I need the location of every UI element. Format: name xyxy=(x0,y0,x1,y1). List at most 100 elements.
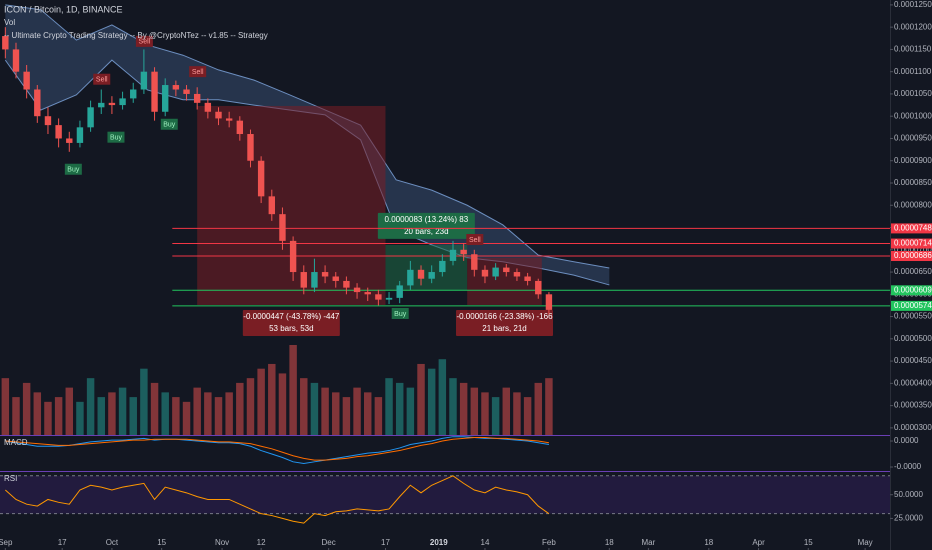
candle-body xyxy=(492,267,499,277)
x-tick-label: 12 xyxy=(257,538,266,547)
macd-line xyxy=(5,436,550,465)
volume-bar xyxy=(12,397,20,435)
rsi-tick-label: 25.0000 xyxy=(894,514,923,523)
x-tick-label: Nov xyxy=(215,538,229,547)
candle-body xyxy=(34,89,41,117)
range-area xyxy=(467,257,542,305)
candle-body xyxy=(2,36,9,50)
chart-title: ICON / Bitcoin, 1D, BINANCE xyxy=(4,4,123,14)
y-tick-label: 0.0000550 xyxy=(894,312,932,321)
range-area xyxy=(197,105,386,305)
x-tick-label: 15 xyxy=(157,538,166,547)
price-line-tag xyxy=(891,285,932,296)
candle-body xyxy=(289,240,297,273)
candle-body xyxy=(460,249,467,255)
x-tick-label: Apr xyxy=(752,538,765,547)
macd-tick-label: -0.0000 xyxy=(894,462,922,471)
candle-body xyxy=(98,102,105,108)
volume-bar xyxy=(523,397,532,435)
volume-bar xyxy=(172,397,180,435)
rsi-band-fill xyxy=(0,475,890,514)
volume-bar xyxy=(534,382,542,435)
candle-body xyxy=(193,93,201,103)
volume-bar xyxy=(278,373,287,435)
volume-label: Vol xyxy=(4,18,15,27)
volume-bar xyxy=(33,392,42,435)
signal-label: Buy xyxy=(394,311,407,318)
range-label: 21 bars, 21d xyxy=(482,324,526,333)
range-label: 53 bars, 53d xyxy=(269,324,313,333)
candle-body xyxy=(44,116,52,126)
y-tick-label: 0.0001000 xyxy=(894,111,932,120)
volume-bar xyxy=(150,382,159,435)
candle-body xyxy=(353,287,361,293)
candle-body xyxy=(364,292,371,295)
x-tick-label: 15 xyxy=(804,538,813,547)
y-tick-label: 0.0001200 xyxy=(894,22,932,31)
x-tick-label: 2019 xyxy=(430,538,448,547)
candle-body xyxy=(407,269,414,286)
volume-bar xyxy=(54,397,63,435)
candle-body xyxy=(332,276,339,281)
signal-box xyxy=(93,73,111,85)
volume-bar xyxy=(289,345,297,435)
macd-line xyxy=(5,437,550,461)
signal-box xyxy=(160,118,178,130)
candle-body xyxy=(513,272,521,277)
range-label-box xyxy=(456,309,554,336)
volume-bar xyxy=(129,397,137,435)
candle-body xyxy=(535,280,542,295)
volume-bar xyxy=(246,378,255,435)
candle-body xyxy=(268,196,275,215)
candle-body xyxy=(183,89,190,94)
signal-label: Sell xyxy=(192,69,204,76)
candle-body xyxy=(385,297,393,300)
price-line-label: 0.0000748 xyxy=(894,224,932,233)
y-tick-label: 0.0000350 xyxy=(894,401,932,410)
volume-bar xyxy=(459,382,468,435)
candle-body xyxy=(343,280,350,288)
price-line-tag xyxy=(891,223,932,234)
volume-bar xyxy=(545,378,553,435)
x-tick-label: Feb xyxy=(542,538,556,547)
candle-body xyxy=(503,267,510,273)
y-tick-label: 0.0000900 xyxy=(894,156,932,165)
rsi-tick-label: 50.0000 xyxy=(894,490,923,499)
candle-body xyxy=(55,125,62,139)
signal-box xyxy=(135,35,153,47)
candle-body xyxy=(545,294,553,310)
y-tick-label: 0.0000950 xyxy=(894,134,932,143)
candle-body xyxy=(417,269,425,279)
signal-box xyxy=(189,66,207,78)
volume-bar xyxy=(300,378,308,435)
x-tick-label: 14 xyxy=(481,538,490,547)
volume-bar xyxy=(427,368,436,435)
volume-bar xyxy=(438,359,447,435)
volume-bar xyxy=(395,382,404,435)
range-label: -0.0000447 (-43.78%) -447 xyxy=(243,312,340,321)
y-tick-label: 0.0000300 xyxy=(894,423,932,432)
cloud-upper xyxy=(5,4,610,269)
signal-box xyxy=(391,307,409,319)
candle-body xyxy=(66,138,73,143)
price-line-tag xyxy=(891,300,932,311)
volume-bar xyxy=(1,378,10,435)
x-tick-label: Mar xyxy=(642,538,656,547)
candle-body xyxy=(247,134,254,161)
volume-bar xyxy=(342,397,351,435)
signal-box xyxy=(466,233,484,245)
y-tick-label: 0.0001050 xyxy=(894,89,932,98)
volume-bar xyxy=(310,382,319,435)
price-line-label: 0.0000609 xyxy=(894,285,932,294)
candle-body xyxy=(396,285,403,298)
candle-body xyxy=(321,272,329,277)
candle-body xyxy=(439,260,446,273)
volume-bar xyxy=(502,387,511,435)
candle-body xyxy=(23,71,30,90)
candle-body xyxy=(449,249,457,261)
volume-bar xyxy=(214,397,223,435)
volume-bar xyxy=(374,397,383,435)
volume-bar xyxy=(204,392,212,435)
volume-bar xyxy=(193,387,201,435)
macd-tick-label: 0.0000 xyxy=(894,436,919,445)
